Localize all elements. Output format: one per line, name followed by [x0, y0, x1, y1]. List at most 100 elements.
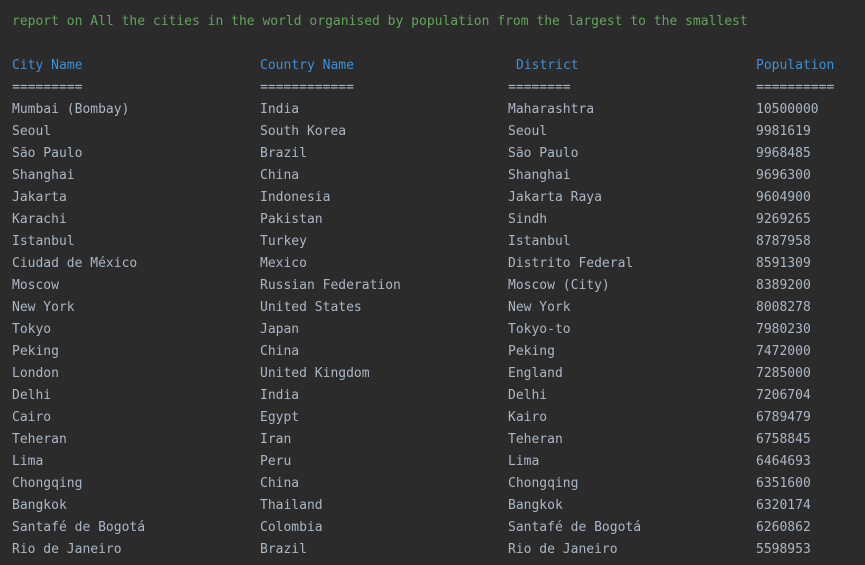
cell-district: Sindh — [508, 212, 548, 227]
cell-country: India — [260, 388, 300, 403]
header-population: Population — [756, 58, 835, 73]
table-row: London United Kingdom England 7285000 — [0, 363, 865, 385]
table-row: Ciudad de México Mexico Distrito Federal 85… — [0, 253, 865, 275]
table-row: São Paulo Brazil São Paulo 9968485 — [0, 143, 865, 165]
cell-district: Maharashtra — [508, 102, 595, 117]
separator-row: ========= ============ ======== ========… — [0, 77, 865, 99]
cell-city: Bangkok — [12, 498, 67, 513]
cell-population: 8591309 — [756, 256, 811, 271]
table-header-row: City Name Country Name District Populati… — [0, 55, 865, 77]
cell-population: 7285000 — [756, 366, 811, 381]
cell-district: Kairo — [508, 410, 548, 425]
cell-city: Santafé de Bogotá — [12, 520, 146, 535]
cell-country: China — [260, 168, 300, 183]
cell-city: Jakarta — [12, 190, 67, 205]
cell-country: Turkey — [260, 234, 307, 249]
cell-city: Karachi — [12, 212, 67, 227]
cell-city: Seoul — [12, 124, 52, 139]
cell-population: 6758845 — [756, 432, 811, 447]
cell-district: Bangkok — [508, 498, 563, 513]
table-row: Rio de Janeiro Brazil Rio de Janeiro 559895… — [0, 539, 865, 561]
cell-population: 9981619 — [756, 124, 811, 139]
cell-city: Chongqing — [12, 476, 83, 491]
header-city-name: City Name — [12, 58, 83, 73]
cell-country: China — [260, 476, 300, 491]
cell-district: Shanghai — [508, 168, 571, 183]
cell-district: Teheran — [508, 432, 563, 447]
cell-district: Moscow (City) — [508, 278, 610, 293]
cell-city: New York — [12, 300, 75, 315]
cell-district: New York — [508, 300, 571, 315]
cell-district: Chongqing — [508, 476, 579, 491]
cell-country: Brazil — [260, 542, 307, 557]
cell-country: Peru — [260, 454, 292, 469]
separator-population: ========== — [756, 80, 835, 95]
cell-country: Thailand — [260, 498, 323, 513]
cell-population: 8787958 — [756, 234, 811, 249]
cell-city: Tokyo — [12, 322, 52, 337]
cell-district: Istanbul — [508, 234, 571, 249]
cell-country: China — [260, 344, 300, 359]
cell-population: 5598953 — [756, 542, 811, 557]
cell-country: Egypt — [260, 410, 300, 425]
cell-district: Seoul — [508, 124, 548, 139]
cell-city: Delhi — [12, 388, 52, 403]
cell-city: Shanghai — [12, 168, 75, 183]
separator-district: ======== — [508, 80, 571, 95]
cell-district: Peking — [508, 344, 555, 359]
cell-city: Istanbul — [12, 234, 75, 249]
table-row: Cairo Egypt Kairo 6789479 — [0, 407, 865, 429]
table-row: Mumbai (Bombay) India Maharashtra 10500000 — [0, 99, 865, 121]
cell-country: United States — [260, 300, 362, 315]
cell-population: 6320174 — [756, 498, 811, 513]
cell-population: 7472000 — [756, 344, 811, 359]
cell-population: 6464693 — [756, 454, 811, 469]
table-row: Moscow Russian Federation Moscow (City) 838… — [0, 275, 865, 297]
cell-district: Santafé de Bogotá — [508, 520, 642, 535]
table-row: Seoul South Korea Seoul 9981619 — [0, 121, 865, 143]
table-row: Lima Peru Lima 6464693 — [0, 451, 865, 473]
table-row: Shanghai China Shanghai 9696300 — [0, 165, 865, 187]
cell-population: 9968485 — [756, 146, 811, 161]
cell-population: 8008278 — [756, 300, 811, 315]
cell-population: 7206704 — [756, 388, 811, 403]
separator-city: ========= — [12, 80, 83, 95]
table-row: Delhi India Delhi 7206704 — [0, 385, 865, 407]
table-row: Teheran Iran Teheran 6758845 — [0, 429, 865, 451]
table-row: Bangkok Thailand Bangkok 6320174 — [0, 495, 865, 517]
cell-population: 6789479 — [756, 410, 811, 425]
cell-city: Cairo — [12, 410, 52, 425]
cell-district: Tokyo-to — [508, 322, 571, 337]
cell-population: 8389200 — [756, 278, 811, 293]
cell-city: Teheran — [12, 432, 67, 447]
cell-country: Pakistan — [260, 212, 323, 227]
header-country-name: Country Name — [260, 58, 354, 73]
cell-population: 10500000 — [756, 102, 819, 117]
table-row: Tokyo Japan Tokyo-to 7980230 — [0, 319, 865, 341]
cell-population: 9696300 — [756, 168, 811, 183]
cell-city: Rio de Janeiro — [12, 542, 122, 557]
cell-district: Jakarta Raya — [508, 190, 602, 205]
cell-city: Lima — [12, 454, 44, 469]
cell-district: Rio de Janeiro — [508, 542, 618, 557]
cell-district: Distrito Federal — [508, 256, 634, 271]
cell-district: Lima — [508, 454, 540, 469]
cell-country: India — [260, 102, 300, 117]
cell-district: England — [508, 366, 563, 381]
cell-city: Moscow — [12, 278, 59, 293]
cell-country: Mexico — [260, 256, 307, 271]
cell-population: 6351600 — [756, 476, 811, 491]
cell-country: United Kingdom — [260, 366, 370, 381]
table-row: Jakarta Indonesia Jakarta Raya 9604900 — [0, 187, 865, 209]
cell-country: Russian Federation — [260, 278, 401, 293]
cell-city: Peking — [12, 344, 59, 359]
cell-district: São Paulo — [508, 146, 579, 161]
cell-country: Colombia — [260, 520, 323, 535]
table-row: Chongqing China Chongqing 6351600 — [0, 473, 865, 495]
cell-district: Delhi — [508, 388, 548, 403]
cell-city: Ciudad de México — [12, 256, 138, 271]
cell-population: 9269265 — [756, 212, 811, 227]
table-row: New York United States New York 8008278 — [0, 297, 865, 319]
cell-city: São Paulo — [12, 146, 83, 161]
